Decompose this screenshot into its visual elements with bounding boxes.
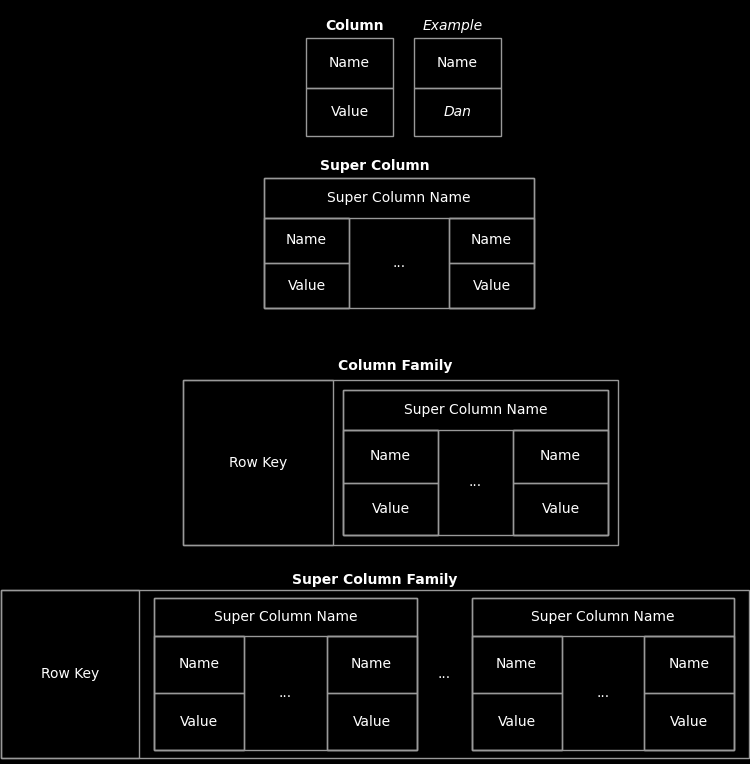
Bar (472, 636, 562, 750)
Text: Value: Value (497, 714, 536, 729)
Text: Super Column Family: Super Column Family (292, 573, 458, 587)
Text: Name: Name (471, 234, 512, 248)
Bar (1, 590, 139, 758)
Bar (472, 636, 562, 693)
Bar (264, 178, 534, 218)
Text: ...: ... (469, 475, 482, 490)
Bar (183, 380, 333, 545)
Text: Super Column Name: Super Column Name (214, 610, 357, 624)
Bar (644, 693, 734, 750)
Bar (326, 636, 416, 750)
Bar (343, 430, 438, 535)
Bar (154, 636, 244, 750)
Text: ...: ... (392, 256, 406, 270)
Text: Name: Name (178, 658, 220, 672)
Bar (343, 390, 608, 430)
Text: Name: Name (496, 658, 537, 672)
Text: Name: Name (437, 56, 478, 70)
Text: Value: Value (542, 502, 580, 516)
Text: Dan: Dan (443, 105, 472, 119)
Bar (264, 218, 349, 263)
Text: Name: Name (329, 56, 370, 70)
Text: Name: Name (370, 449, 411, 463)
Bar (154, 636, 244, 693)
Text: Value: Value (371, 502, 410, 516)
Bar (264, 263, 349, 308)
Text: Value: Value (472, 279, 511, 293)
Text: Row Key: Row Key (229, 455, 287, 470)
Text: Value: Value (670, 714, 708, 729)
Bar (264, 218, 349, 308)
Bar (343, 390, 608, 535)
Text: Super Column Name: Super Column Name (327, 191, 471, 205)
Text: Name: Name (351, 658, 392, 672)
Text: ...: ... (596, 686, 609, 700)
Text: Super Column Name: Super Column Name (531, 610, 674, 624)
Bar (343, 430, 438, 483)
Text: Name: Name (668, 658, 710, 672)
Bar (472, 598, 734, 636)
Bar (513, 430, 608, 483)
Text: Name: Name (286, 234, 327, 248)
Bar (306, 88, 393, 136)
Bar (154, 693, 244, 750)
Bar (414, 88, 501, 136)
Bar (644, 636, 734, 693)
Bar (513, 483, 608, 535)
Text: ...: ... (437, 667, 451, 681)
Bar (1, 590, 749, 758)
Text: Column: Column (326, 19, 384, 33)
Text: Row Key: Row Key (40, 667, 99, 681)
Bar (326, 636, 416, 693)
Bar (472, 693, 562, 750)
Bar (472, 598, 734, 750)
Text: ...: ... (279, 686, 292, 700)
Bar (343, 483, 438, 535)
Text: Name: Name (540, 449, 581, 463)
Text: Value: Value (331, 105, 368, 119)
Bar (154, 598, 416, 750)
Bar (449, 218, 534, 308)
Bar (449, 263, 534, 308)
Text: Super Column: Super Column (320, 159, 430, 173)
Text: Value: Value (287, 279, 326, 293)
Bar (513, 430, 608, 535)
Bar (326, 693, 416, 750)
Bar (414, 38, 501, 88)
Text: Value: Value (352, 714, 391, 729)
Bar (306, 38, 393, 88)
Bar (644, 636, 734, 750)
Text: Example: Example (423, 19, 483, 33)
Text: Value: Value (180, 714, 218, 729)
Bar (154, 598, 416, 636)
Bar (183, 380, 618, 545)
Text: Column Family: Column Family (338, 359, 452, 373)
Bar (264, 178, 534, 308)
Text: Super Column Name: Super Column Name (404, 403, 548, 417)
Bar (449, 218, 534, 263)
